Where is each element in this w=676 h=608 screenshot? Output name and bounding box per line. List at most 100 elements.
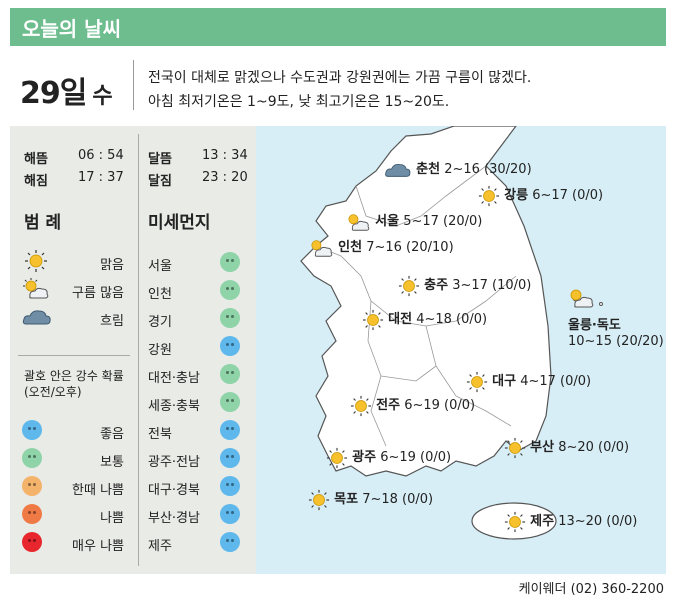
dust-region: 강원	[148, 343, 172, 358]
dust-row: 대전·충남	[148, 364, 246, 386]
face-icon	[220, 532, 240, 552]
moonrise-time: 13 : 34	[202, 148, 248, 163]
city-ulleung-temp: 10~15 (20/20)	[568, 334, 664, 349]
face-icon	[220, 364, 240, 384]
face-icon	[22, 504, 42, 524]
city-name: 대전	[388, 312, 413, 327]
moonrise-row: 달뜸 13 : 34	[148, 148, 248, 167]
city-name: 강릉	[504, 188, 529, 203]
face-icon	[220, 392, 240, 412]
city-temp: 6~19 (0/0)	[380, 450, 452, 465]
date-display: 29일 수	[20, 68, 113, 112]
city-name: 충주	[424, 278, 449, 293]
cloud-icon	[385, 163, 411, 177]
face-icon	[220, 252, 240, 272]
sun-icon	[308, 489, 330, 510]
sun-icon	[362, 309, 384, 330]
grade-good: 좋음	[22, 420, 124, 442]
summary-line: 전국이 대체로 맑겠으나 수도권과 강원권에는 가끔 구름이 많겠다.	[148, 70, 532, 86]
city-temp: 7~16 (20/10)	[366, 240, 454, 255]
info-panel	[10, 126, 256, 574]
grade-partly-bad: 한때 나쁨	[22, 476, 124, 498]
city-incheon: 인천 7~16 (20/10)	[308, 236, 454, 259]
face-icon	[220, 476, 240, 496]
dust-row: 제주	[148, 532, 246, 554]
legend-divider	[18, 355, 130, 356]
grade-label: 보통	[100, 455, 124, 470]
sun-cloud-icon	[311, 239, 333, 257]
legend-label: 흐림	[100, 314, 124, 329]
city-temp: 6~19 (0/0)	[404, 398, 476, 413]
city-daejeon: 대전 4~18 (0/0)	[362, 308, 487, 331]
face-icon	[22, 420, 42, 440]
panel-divider	[138, 134, 139, 566]
dust-title: 미세먼지	[148, 213, 211, 233]
dust-region: 광주·전남	[148, 455, 200, 470]
face-icon	[220, 336, 240, 356]
city-chuncheon: 춘천 2~16 (30/20)	[384, 158, 532, 180]
city-ulleung-name: 울릉·독도	[568, 318, 621, 333]
sun-icon	[504, 511, 526, 532]
face-icon	[220, 448, 240, 468]
dust-region: 경기	[148, 315, 172, 330]
city-name: 목포	[334, 492, 359, 507]
grade-normal: 보통	[22, 448, 124, 470]
weather-summary: 전국이 대체로 맑겠으나 수도권과 강원권에는 가끔 구름이 많겠다. 아침 최…	[148, 66, 531, 114]
sunrise-row: 해뜸 06 : 54	[24, 148, 124, 167]
city-chungju: 충주 3~17 (10/0)	[398, 274, 531, 297]
sunrise-label: 해뜸	[24, 152, 48, 167]
grade-label: 좋음	[100, 427, 124, 442]
dust-row: 광주·전남	[148, 448, 246, 470]
face-icon	[220, 420, 240, 440]
city-temp: 8~20 (0/0)	[558, 440, 630, 455]
city-gangneung: 강릉 6~17 (0/0)	[478, 184, 603, 207]
sun-icon	[466, 371, 488, 392]
footer-credit: 케이웨더 (02) 360-2200	[518, 582, 664, 597]
sun-icon	[326, 447, 348, 468]
grade-bad: 나쁨	[22, 504, 124, 526]
dust-region: 제주	[148, 539, 172, 554]
legend-label: 구름 많음	[72, 286, 124, 301]
dust-region: 서울	[148, 259, 172, 274]
moonrise-label: 달뜸	[148, 152, 172, 167]
page-title: 오늘의 날씨	[22, 17, 121, 41]
face-icon	[220, 308, 240, 328]
city-name: 광주	[352, 450, 377, 465]
city-temp: 3~17 (10/0)	[452, 278, 532, 293]
face-icon	[220, 504, 240, 524]
face-icon	[22, 448, 42, 468]
city-name: 대구	[492, 374, 517, 389]
moonset-label: 달짐	[148, 174, 172, 189]
sun-cloud-icon	[23, 278, 49, 299]
city-name: 춘천	[416, 162, 441, 177]
dust-region: 세종·충북	[148, 399, 200, 414]
dust-row: 대구·경북	[148, 476, 246, 498]
city-temp: 7~18 (0/0)	[362, 492, 434, 507]
sun-cloud-icon	[348, 213, 370, 231]
note-line: (오전/오후)	[24, 385, 82, 399]
city-name: 제주	[530, 514, 555, 529]
moonset-row: 달짐 23 : 20	[148, 170, 248, 189]
header-bar: 오늘의 날씨	[10, 8, 666, 46]
grade-very-bad: 매우 나쁨	[22, 532, 124, 554]
dust-row: 서울	[148, 252, 246, 274]
face-icon	[22, 476, 42, 496]
sun-icon	[504, 437, 526, 458]
city-temp: 6~17 (0/0)	[532, 188, 604, 203]
city-temp: 4~17 (0/0)	[520, 374, 592, 389]
city-mokpo: 목포 7~18 (0/0)	[308, 488, 433, 511]
city-name: 인천	[338, 240, 363, 255]
sun-icon	[25, 250, 47, 272]
legend-item-partly-cloudy: 구름 많음	[23, 278, 124, 301]
sun-icon	[478, 185, 500, 206]
summary-line: 아침 최저기온은 1~9도, 낮 최고기온은 15~20도.	[148, 94, 450, 110]
note-line: 괄호 안은 강수 확률	[24, 369, 124, 383]
city-daegu: 대구 4~17 (0/0)	[466, 370, 591, 393]
legend-item-sunny: 맑음	[24, 250, 124, 273]
city-gwangju: 광주 6~19 (0/0)	[326, 446, 451, 469]
date-divider	[133, 60, 134, 110]
city-name: 서울	[375, 214, 400, 229]
dust-region: 대전·충남	[148, 371, 200, 386]
dust-row: 인천	[148, 280, 246, 302]
legend-label: 맑음	[100, 258, 124, 273]
